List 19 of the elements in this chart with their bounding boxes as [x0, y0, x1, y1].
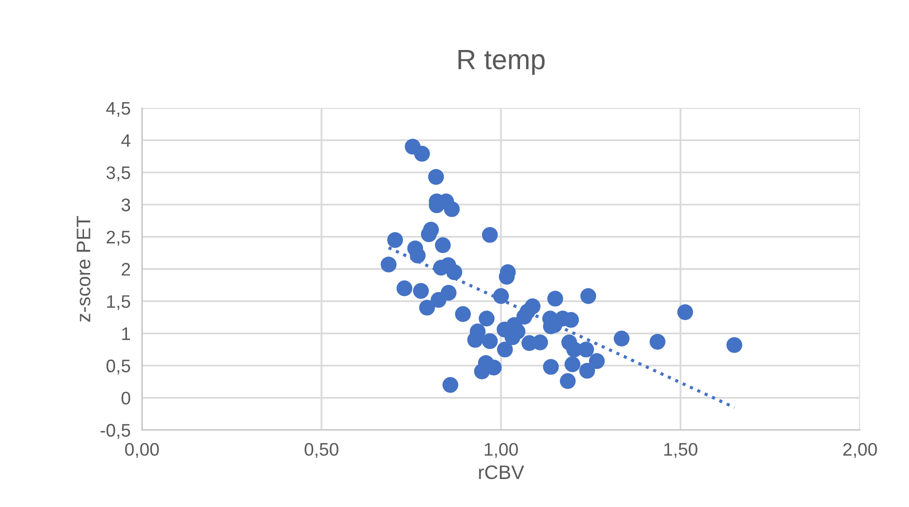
y-tick-label: -0,5	[100, 424, 130, 439]
y-tick-label: 3	[122, 198, 130, 212]
y-tick-label: 3,5	[106, 166, 130, 182]
y-tick-label: 2,5	[106, 230, 130, 246]
chart-title: R temp	[458, 50, 545, 75]
y-tick-label: 2	[122, 262, 130, 276]
x-axis-title: rCBV	[479, 465, 524, 480]
x-tick-label: 0,00	[125, 442, 159, 458]
x-tick-label: 1,00	[484, 442, 518, 458]
y-tick-label: 0	[122, 392, 130, 405]
x-tick-label: 2,00	[843, 442, 877, 458]
y-tick-label: 0,5	[106, 360, 130, 374]
y-tick-label: 1	[122, 328, 130, 340]
x-tick-label: 0,50	[304, 442, 338, 458]
y-tick-label: 4,5	[106, 102, 130, 117]
y-axis-title: z-score PET	[76, 216, 90, 322]
y-tick-label: 4	[121, 134, 130, 147]
x-tick-label: 1,50	[664, 442, 698, 458]
y-tick-label: 1,5	[107, 295, 130, 310]
